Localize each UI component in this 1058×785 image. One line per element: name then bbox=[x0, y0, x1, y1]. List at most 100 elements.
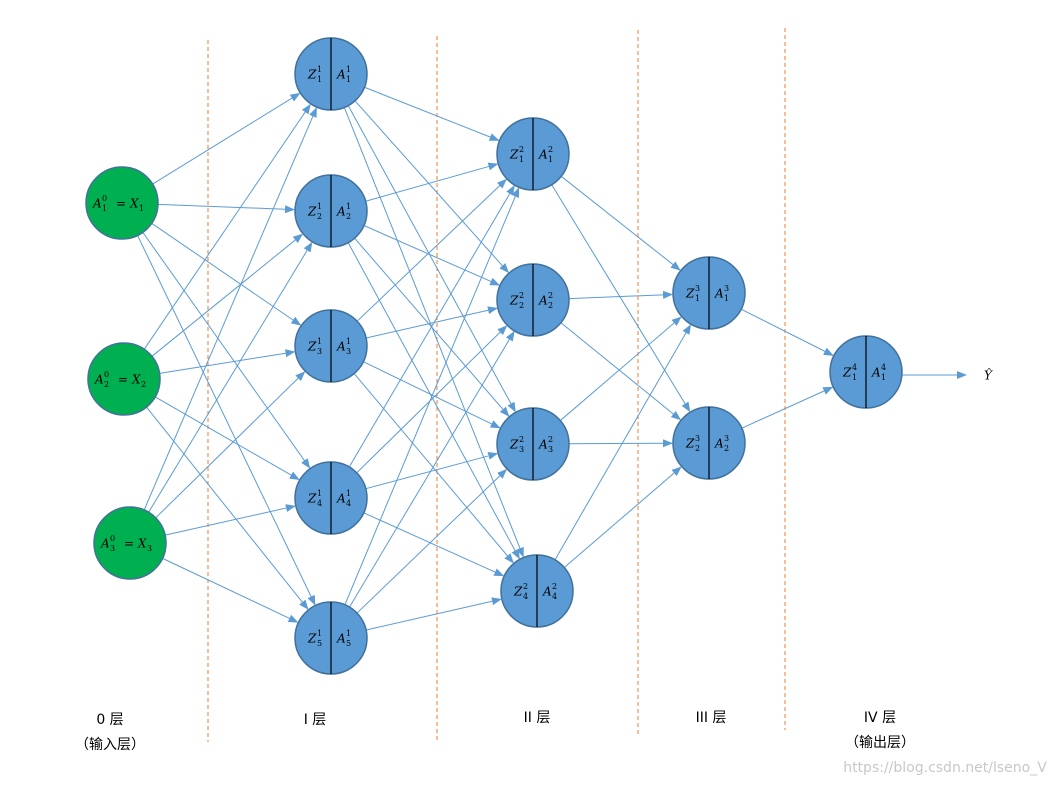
edge bbox=[568, 290, 674, 300]
subscript: 1 bbox=[881, 373, 886, 382]
edge bbox=[363, 225, 501, 286]
symbol: A bbox=[538, 148, 548, 162]
superscript: 0 bbox=[110, 534, 115, 543]
layer-label: III 层 bbox=[696, 710, 727, 726]
superscript: 2 bbox=[519, 291, 524, 300]
subscript: 3 bbox=[346, 347, 351, 356]
subscript: 4 bbox=[523, 592, 528, 601]
edge bbox=[559, 316, 682, 421]
edge bbox=[356, 468, 508, 614]
symbol: Z bbox=[509, 294, 519, 308]
subscript: 4 bbox=[346, 499, 351, 508]
edge bbox=[162, 557, 299, 623]
output-label: Ŷ bbox=[984, 368, 993, 383]
subscript: 3 bbox=[317, 347, 322, 356]
edge bbox=[143, 103, 311, 350]
edge bbox=[155, 371, 306, 519]
layer-note: （输入层） bbox=[75, 737, 145, 753]
subscript: 1 bbox=[139, 204, 144, 213]
layer-note: （输出层） bbox=[845, 735, 915, 751]
subscript: 3 bbox=[110, 544, 115, 553]
edge bbox=[148, 241, 313, 513]
symbol: A bbox=[336, 205, 346, 219]
edge bbox=[554, 324, 692, 561]
equals: = bbox=[116, 197, 126, 211]
edges bbox=[137, 86, 967, 631]
symbol: A bbox=[100, 537, 110, 551]
superscript: 3 bbox=[695, 434, 700, 443]
layer-label: II 层 bbox=[524, 710, 551, 726]
edge bbox=[151, 233, 304, 357]
nodes: A 01 = X 1A 02 = X 2A 03 = X 3Z 11 A 11Z 12 A 12Z 13 A 13Z 14 A… bbox=[85, 37, 903, 675]
subscript: 5 bbox=[317, 639, 322, 648]
edge bbox=[152, 92, 301, 185]
labels: Ŷ 0 层 （输入层） I 层 II 层 III 层 IV 层 （输出层） bbox=[75, 368, 993, 754]
symbol: A bbox=[92, 197, 102, 211]
subscript: 1 bbox=[346, 75, 351, 84]
edge bbox=[154, 396, 300, 481]
superscript: 1 bbox=[317, 202, 322, 211]
subscript: 2 bbox=[346, 212, 351, 221]
edge bbox=[365, 452, 499, 490]
symbol: Z bbox=[307, 205, 317, 219]
watermark: https://blog.csdn.net/lseno_V bbox=[843, 760, 1047, 776]
symbol: Z bbox=[307, 68, 317, 82]
superscript: 1 bbox=[346, 65, 351, 74]
superscript: 3 bbox=[724, 434, 729, 443]
edge bbox=[353, 373, 514, 564]
subscript: 3 bbox=[519, 445, 524, 454]
superscript: 1 bbox=[317, 489, 322, 498]
symbol: Z bbox=[513, 585, 523, 599]
layer-label: 0 层 bbox=[96, 712, 123, 728]
symbol: Z bbox=[509, 148, 519, 162]
symbol: X bbox=[137, 537, 147, 551]
edge bbox=[356, 178, 507, 322]
edge bbox=[137, 235, 316, 606]
symbol: A bbox=[714, 437, 724, 451]
superscript: 2 bbox=[519, 435, 524, 444]
edge bbox=[151, 222, 302, 326]
layer-label: I 层 bbox=[304, 712, 327, 728]
subscript: 2 bbox=[724, 444, 729, 453]
superscript: 2 bbox=[548, 435, 553, 444]
subscript: 1 bbox=[102, 204, 107, 213]
superscript: 1 bbox=[346, 337, 351, 346]
symbol: Z bbox=[685, 437, 695, 451]
edge bbox=[560, 322, 682, 421]
superscript: 4 bbox=[881, 363, 886, 372]
edge bbox=[568, 439, 674, 448]
equals: = bbox=[118, 373, 128, 387]
superscript: 0 bbox=[104, 370, 109, 379]
superscript: 2 bbox=[519, 145, 524, 154]
symbol: X bbox=[131, 373, 141, 387]
edge bbox=[343, 107, 524, 558]
superscript: 0 bbox=[102, 194, 107, 203]
edge bbox=[349, 330, 515, 608]
subscript: 1 bbox=[724, 294, 729, 303]
superscript: 2 bbox=[548, 291, 553, 300]
symbol: A bbox=[871, 366, 881, 380]
symbol: A bbox=[714, 287, 724, 301]
layer-label: IV 层 bbox=[864, 710, 896, 726]
symbol: A bbox=[538, 294, 548, 308]
symbol: A bbox=[538, 438, 548, 452]
subscript: 2 bbox=[695, 444, 700, 453]
subscript: 1 bbox=[548, 155, 553, 164]
edge bbox=[741, 386, 834, 429]
edge bbox=[143, 107, 317, 511]
subscript: 4 bbox=[317, 499, 322, 508]
superscript: 3 bbox=[695, 284, 700, 293]
edge bbox=[364, 86, 500, 141]
edge bbox=[365, 597, 502, 631]
superscript: 1 bbox=[317, 629, 322, 638]
subscript: 1 bbox=[695, 294, 700, 303]
input-node bbox=[85, 166, 159, 240]
edge bbox=[344, 187, 520, 605]
edge bbox=[563, 466, 682, 568]
layer-dividers bbox=[207, 28, 786, 742]
subscript: 1 bbox=[852, 373, 857, 382]
edge bbox=[159, 349, 296, 374]
equals: = bbox=[124, 537, 134, 551]
subscript: 4 bbox=[552, 592, 557, 601]
